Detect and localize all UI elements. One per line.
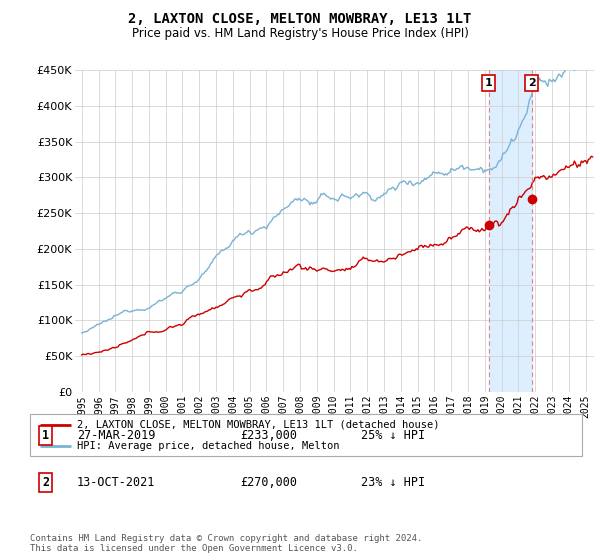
Text: 25% ↓ HPI: 25% ↓ HPI	[361, 429, 425, 442]
Text: 2: 2	[42, 477, 49, 489]
Text: 23% ↓ HPI: 23% ↓ HPI	[361, 477, 425, 489]
Text: 1: 1	[485, 78, 493, 88]
Bar	[488, 70, 532, 392]
Text: HPI: Average price, detached house, Melton: HPI: Average price, detached house, Melt…	[77, 441, 340, 451]
Text: 1: 1	[42, 429, 49, 442]
Text: 2: 2	[527, 78, 535, 88]
Text: 2, LAXTON CLOSE, MELTON MOWBRAY, LE13 1LT (detached house): 2, LAXTON CLOSE, MELTON MOWBRAY, LE13 1L…	[77, 420, 439, 430]
Text: Contains HM Land Registry data © Crown copyright and database right 2024.
This d: Contains HM Land Registry data © Crown c…	[30, 534, 422, 553]
Text: 13-OCT-2021: 13-OCT-2021	[77, 477, 155, 489]
Text: £233,000: £233,000	[240, 429, 297, 442]
Text: £270,000: £270,000	[240, 477, 297, 489]
Text: 27-MAR-2019: 27-MAR-2019	[77, 429, 155, 442]
Text: 2, LAXTON CLOSE, MELTON MOWBRAY, LE13 1LT: 2, LAXTON CLOSE, MELTON MOWBRAY, LE13 1L…	[128, 12, 472, 26]
Text: Price paid vs. HM Land Registry's House Price Index (HPI): Price paid vs. HM Land Registry's House …	[131, 27, 469, 40]
